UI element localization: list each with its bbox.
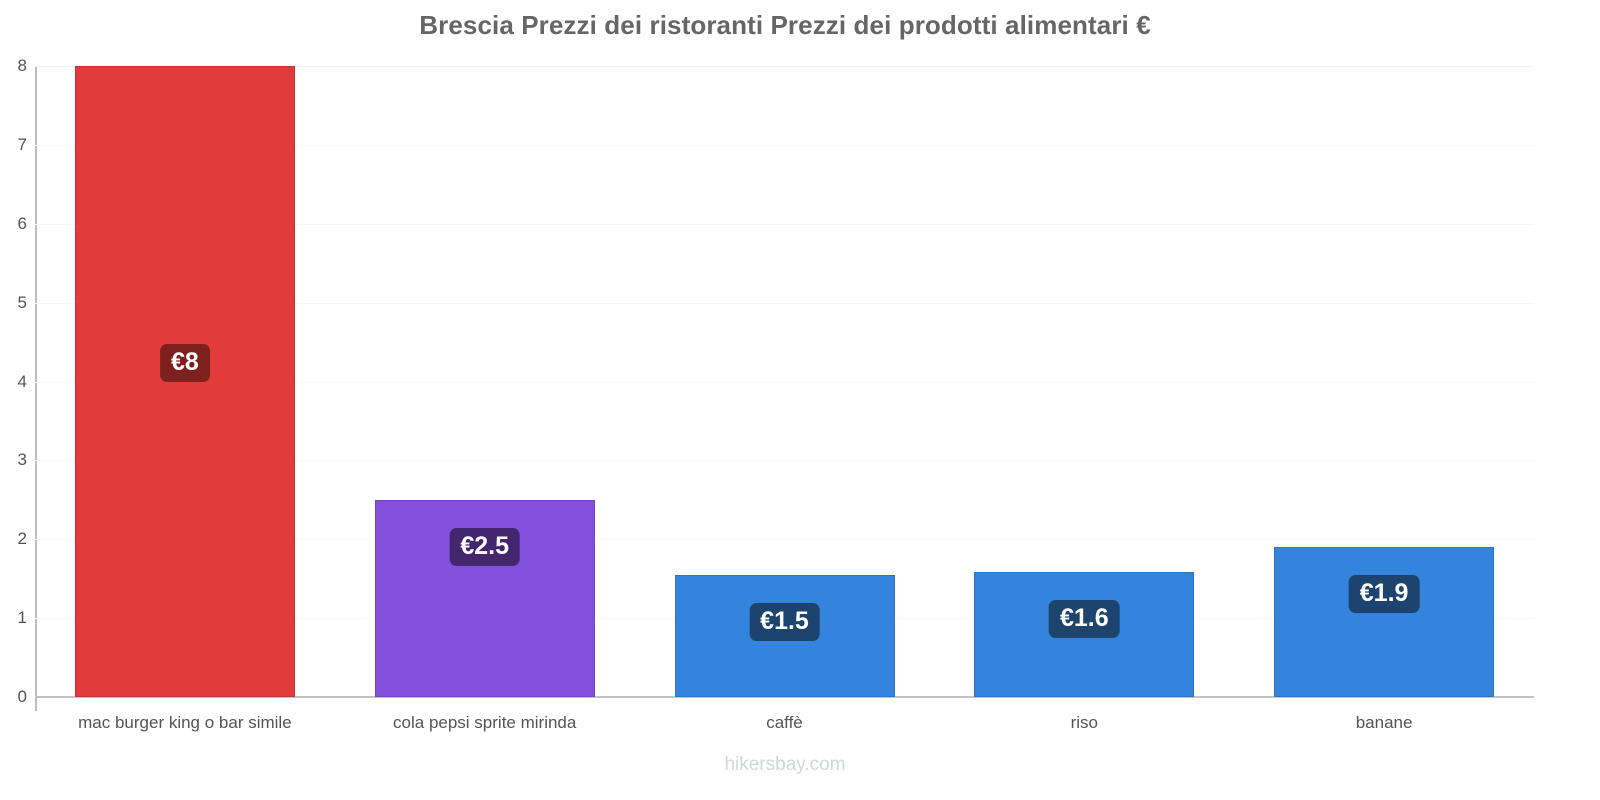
bar-value-label: €2.5 <box>449 527 521 566</box>
y-axis-line <box>35 66 37 711</box>
gridline <box>35 144 1534 146</box>
y-axis-tick-label: 8 <box>17 56 27 75</box>
y-axis-tick-label: 4 <box>17 371 27 391</box>
y-axis-tick-label: 3 <box>17 450 27 470</box>
gridline <box>35 223 1534 225</box>
bar-value-label: €1.9 <box>1348 574 1420 614</box>
y-axis-tick-label: 6 <box>17 213 27 233</box>
gridline <box>35 539 1534 541</box>
x-axis-category-label: caffè <box>766 713 803 732</box>
y-axis-tick-label: 0 <box>17 687 27 706</box>
plot-area: €8 €2.5 €1.5 €1.6 €1.9 <box>35 66 1534 697</box>
y-axis-tick-label: 5 <box>17 292 27 312</box>
chart-title: Brescia Prezzi dei ristoranti Prezzi dei… <box>419 10 1151 40</box>
bar[interactable]: €1.5 <box>674 66 895 697</box>
gridline <box>35 66 1534 67</box>
bar[interactable]: €1.6 <box>974 66 1195 697</box>
gridline <box>35 302 1534 304</box>
x-axis-category-label: riso <box>1070 713 1098 732</box>
bar-value-label: €1.6 <box>1048 600 1120 639</box>
bar-value-label: €1.5 <box>749 602 820 641</box>
y-axis-tick-label: 7 <box>17 134 27 154</box>
bar-value-label: €8 <box>159 343 210 382</box>
bar-rect[interactable] <box>1274 547 1495 697</box>
x-axis-category-label: banane <box>1355 713 1413 732</box>
x-axis-line <box>35 696 1534 698</box>
gridline <box>35 460 1534 462</box>
y-axis-tick-label: 1 <box>17 608 27 628</box>
bar[interactable]: €2.5 <box>374 66 595 697</box>
y-axis-tick-label: 2 <box>17 529 27 549</box>
bar[interactable]: €1.9 <box>1274 66 1495 697</box>
y-axis-tick-labels: 8 7 6 5 4 3 2 1 0 <box>0 0 27 800</box>
bar[interactable]: €8 <box>74 66 295 697</box>
x-axis-category-label: mac burger king o bar simile <box>78 713 292 732</box>
footer-watermark: hikersbay.com <box>724 754 846 775</box>
x-axis-category-label: cola pepsi sprite mirinda <box>393 713 577 732</box>
gridline <box>35 381 1534 383</box>
